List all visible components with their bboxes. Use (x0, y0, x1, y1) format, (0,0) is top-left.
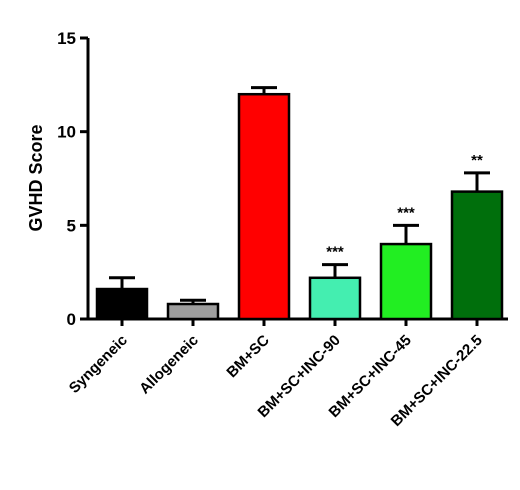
bar (237, 92, 291, 321)
axes (86, 38, 508, 321)
x-category-labels: Syngeneic Allogeneic BM+SCBM+SC+INC-90BM+S… (66, 319, 486, 430)
x-category-label: BM+SC (223, 332, 273, 382)
bars (95, 92, 504, 321)
significance-label: ** (471, 152, 483, 169)
y-tick-label: 10 (57, 123, 76, 142)
bar (308, 276, 362, 321)
y-tick-label: 15 (57, 29, 76, 48)
x-category-label: Allogeneic (136, 332, 202, 398)
error-bars (109, 86, 490, 305)
bar (95, 287, 149, 321)
bar (379, 242, 433, 321)
bar (166, 302, 220, 321)
y-tick-label: 5 (67, 216, 76, 235)
x-category-label: Syngeneic (66, 332, 131, 397)
significance-label: *** (326, 244, 344, 261)
y-tick-label: 0 (67, 310, 76, 329)
y-axis-title: GVHD Score (26, 124, 46, 231)
significance-markers: ******** (326, 152, 483, 261)
y-ticks: 0 5 10 15 (57, 29, 88, 329)
significance-label: *** (397, 204, 415, 221)
bar (450, 190, 504, 321)
